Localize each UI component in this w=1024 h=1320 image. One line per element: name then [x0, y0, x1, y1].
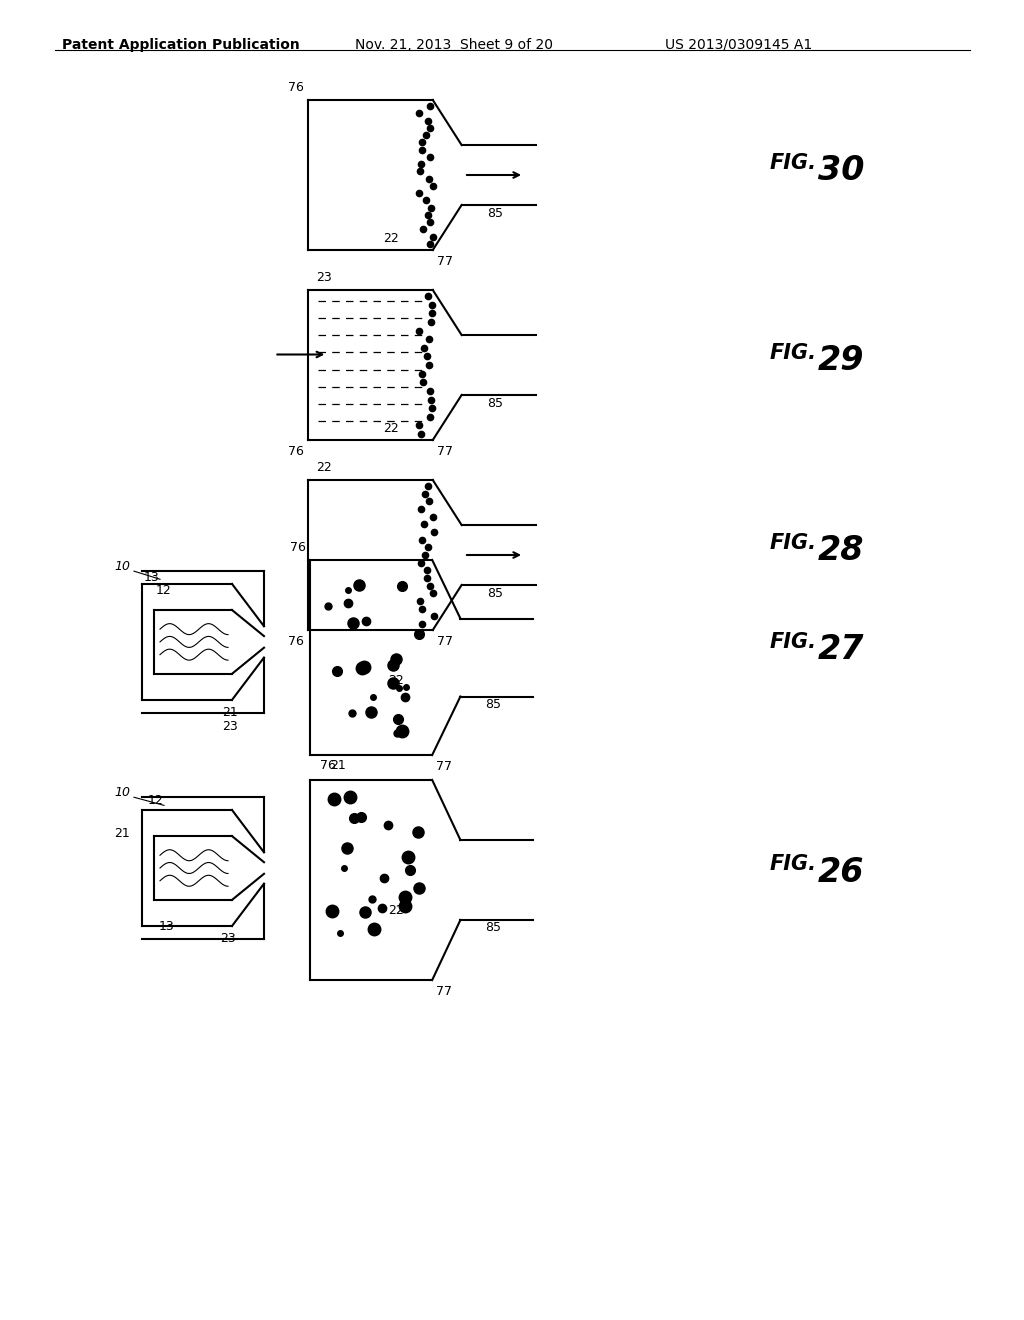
Text: 10: 10 [114, 560, 130, 573]
Text: 76: 76 [288, 81, 304, 94]
Text: 26: 26 [818, 855, 864, 888]
Text: FIG.: FIG. [770, 854, 817, 874]
Text: 22: 22 [383, 232, 399, 246]
Text: 21: 21 [331, 759, 346, 772]
Text: 22: 22 [388, 903, 404, 916]
Text: Patent Application Publication: Patent Application Publication [62, 38, 300, 51]
Text: 30: 30 [818, 154, 864, 187]
Text: 77: 77 [437, 635, 453, 648]
Text: US 2013/0309145 A1: US 2013/0309145 A1 [665, 38, 812, 51]
Text: 27: 27 [818, 634, 864, 667]
Text: 21: 21 [222, 706, 238, 718]
Text: 76: 76 [288, 445, 304, 458]
Text: 21: 21 [115, 826, 130, 840]
Text: 23: 23 [222, 721, 238, 733]
Text: 77: 77 [437, 255, 453, 268]
Text: FIG.: FIG. [770, 153, 817, 173]
Text: 23: 23 [316, 271, 332, 284]
Text: FIG.: FIG. [770, 632, 817, 652]
Text: 76: 76 [319, 759, 336, 772]
Text: 22: 22 [383, 422, 399, 436]
Text: 85: 85 [485, 697, 502, 710]
Text: 22: 22 [388, 675, 404, 688]
Text: 28: 28 [818, 535, 864, 568]
Text: 85: 85 [487, 587, 503, 601]
Text: 76: 76 [288, 635, 304, 648]
Text: Nov. 21, 2013  Sheet 9 of 20: Nov. 21, 2013 Sheet 9 of 20 [355, 38, 553, 51]
Text: FIG.: FIG. [770, 533, 817, 553]
Text: 13: 13 [144, 570, 160, 583]
Text: 76: 76 [290, 541, 306, 554]
Text: 77: 77 [437, 445, 453, 458]
Text: 13: 13 [159, 920, 175, 933]
Text: FIG.: FIG. [770, 343, 817, 363]
Text: 85: 85 [487, 397, 503, 411]
Text: 22: 22 [316, 461, 332, 474]
Text: 12: 12 [156, 583, 172, 597]
Text: 85: 85 [487, 207, 503, 220]
Text: 10: 10 [114, 787, 130, 799]
Text: 12: 12 [148, 795, 164, 807]
Text: 23: 23 [220, 932, 236, 945]
Text: 77: 77 [436, 985, 452, 998]
Text: 29: 29 [818, 345, 864, 378]
Text: 77: 77 [436, 760, 452, 774]
Text: 85: 85 [485, 921, 502, 935]
